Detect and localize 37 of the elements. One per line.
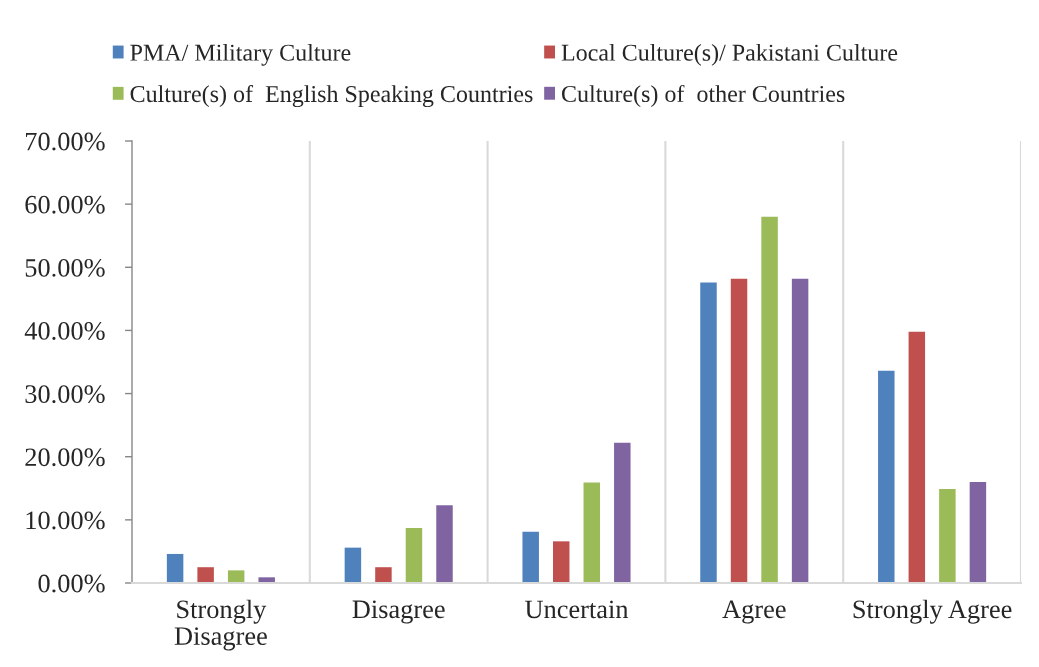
bar xyxy=(166,553,184,583)
y-tick-label: 40.00% xyxy=(24,322,105,340)
bar xyxy=(375,567,392,583)
bar xyxy=(405,528,423,583)
bar xyxy=(436,505,453,583)
legend-label: Culture(s) of other Countries xyxy=(561,84,845,107)
y-tick-label: 30.00% xyxy=(25,385,105,404)
bar xyxy=(227,570,245,583)
bar xyxy=(908,331,926,583)
y-tick-label: 0.00% xyxy=(38,574,105,593)
bar xyxy=(730,278,748,583)
bar xyxy=(344,547,362,583)
legend-label: Local Culture(s)/ Pakistani Culture xyxy=(561,43,898,66)
y-tick-label: 70.00% xyxy=(26,132,105,151)
x-tick-label: Strongly Agree xyxy=(853,599,1012,624)
bar xyxy=(258,577,275,583)
y-tick-label: 50.00% xyxy=(25,258,105,277)
bar xyxy=(552,541,570,583)
y-tick-label: 60.00% xyxy=(25,195,105,214)
x-tick-label: Uncertain xyxy=(525,600,629,619)
bar xyxy=(197,567,214,583)
x-tick-label: Strongly Disagree xyxy=(174,599,267,651)
bar xyxy=(614,442,631,583)
legend-label: Culture(s) of English Speaking Countries xyxy=(130,84,533,108)
bar xyxy=(878,370,895,583)
bar xyxy=(969,481,987,583)
y-tick-label: 20.00% xyxy=(25,448,105,467)
bar xyxy=(700,282,717,583)
bar xyxy=(939,488,956,583)
bar xyxy=(583,482,601,583)
y-tick-label: 10.00% xyxy=(26,511,105,530)
x-tick-label: Disagree xyxy=(352,600,445,624)
legend-label: PMA/ Military Culture xyxy=(130,43,351,66)
bar xyxy=(791,278,809,583)
bar xyxy=(522,531,539,583)
x-tick-label: Agree xyxy=(722,600,786,624)
bar xyxy=(761,216,778,583)
